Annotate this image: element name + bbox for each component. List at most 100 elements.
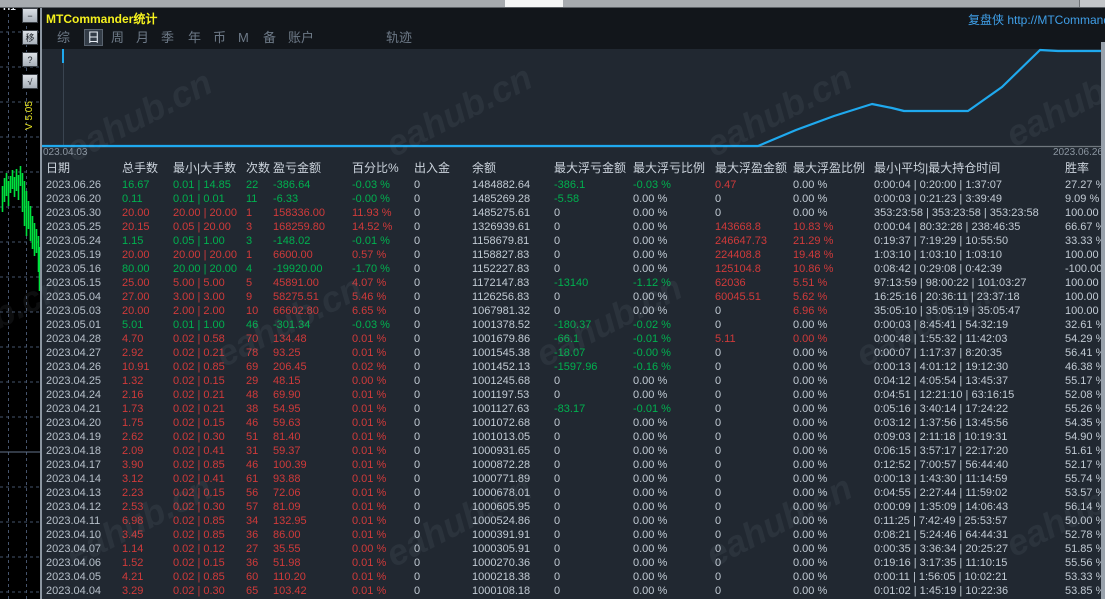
cell: 158336.00	[273, 207, 325, 219]
cell: 1001378.52	[472, 319, 531, 331]
cell-date: 2023.06.20	[46, 193, 102, 205]
cell: 1001013.05	[472, 431, 531, 443]
menu-item-4[interactable]: 月	[136, 30, 150, 45]
table-row[interactable]: 2023.04.06 1.52 0.02 | 0.15 36 51.98 0.01 % 0 1…	[46, 556, 1105, 570]
cell: 0.00 %	[793, 585, 828, 597]
menu-item-2[interactable]: 日	[84, 29, 104, 46]
help-button[interactable]: ?	[22, 52, 38, 67]
cell: 4	[246, 263, 253, 275]
cell: 93.25	[273, 347, 301, 359]
table-row[interactable]: 2023.04.05 4.21 0.02 | 0.85 60 110.20 0.01 % 0…	[46, 570, 1105, 584]
cell: -0.01 %	[633, 333, 671, 345]
cell: 51.85 %	[1065, 543, 1105, 555]
cell: 3	[246, 221, 253, 233]
menu-item-1[interactable]: 综	[57, 30, 71, 45]
cell: 0.01 %	[352, 431, 387, 443]
menu-item-10[interactable]: 账户	[288, 30, 315, 45]
table-row[interactable]: 2023.04.10 3.45 0.02 | 0.85 36 86.00 0.01 % 0 1…	[46, 528, 1105, 542]
cell: 0	[414, 249, 421, 261]
menu-item-9[interactable]: 备	[263, 30, 277, 45]
cell: 0	[715, 305, 722, 317]
menu-item-8[interactable]: M	[238, 30, 249, 45]
table-row[interactable]: 2023.04.07 1.14 0.02 | 0.12 27 35.55 0.00 % 0 1…	[46, 542, 1105, 556]
table-row[interactable]: 2023.04.17 3.90 0.02 | 0.85 46 100.39 0.01 % 0…	[46, 458, 1105, 472]
table-row[interactable]: 2023.04.04 3.29 0.02 | 0.30 65 103.42 0.01 % 0…	[46, 584, 1105, 598]
background-chart-strip	[0, 7, 40, 599]
cell: 54.35 %	[1065, 417, 1105, 429]
cell: 3.90	[122, 459, 144, 471]
cell: -0.01 %	[633, 403, 671, 415]
cell: 0.00 %	[793, 319, 828, 331]
menu-item-7[interactable]: 币	[213, 30, 227, 45]
cell: 53.85 %	[1065, 585, 1105, 597]
cell: 0	[715, 389, 722, 401]
cell: -301.34	[273, 319, 311, 331]
cell: 52.17 %	[1065, 459, 1105, 471]
table-row[interactable]: 2023.05.01 5.01 0.01 | 1.00 46 -301.34 -0.03 …	[46, 318, 1105, 332]
cell: 2.09	[122, 445, 144, 457]
table-row[interactable]: 2023.04.11 6.98 0.02 | 0.85 34 132.95 0.01 % 0…	[46, 514, 1105, 528]
cell: 27.27 %	[1065, 179, 1105, 191]
table-row[interactable]: 2023.05.24 1.15 0.05 | 1.00 3 -148.02 -0.01 %…	[46, 234, 1105, 248]
cell: -1597.96	[554, 361, 598, 373]
menu-item-6[interactable]: 年	[188, 30, 202, 45]
table-row[interactable]: 2023.05.04 27.00 3.00 | 3.00 9 58275.51 5.46 …	[46, 290, 1105, 304]
cell: 0:19:16 | 3:17:35 | 11:10:15	[874, 557, 1008, 569]
table-row[interactable]: 2023.04.24 2.16 0.02 | 0.21 48 69.90 0.01 % 0 1…	[46, 388, 1105, 402]
cell: 0.02 | 0.85	[173, 571, 225, 583]
cell: 3.29	[122, 585, 144, 597]
cell: 0	[414, 179, 421, 191]
cell: 5.51 %	[793, 277, 828, 289]
table-row[interactable]: 2023.04.25 1.32 0.02 | 0.15 29 48.15 0.00 % 0 1…	[46, 374, 1105, 388]
cell: 1001452.13	[472, 361, 531, 373]
table-row[interactable]: 2023.05.19 20.00 20.00 | 20.00 1 6600.00 0.57…	[46, 248, 1105, 262]
cell: 0	[414, 263, 421, 275]
table-row[interactable]: 2023.06.20 0.11 0.01 | 0.01 11 -6.33 -0.00 % 0…	[46, 192, 1105, 206]
table-row[interactable]: 2023.05.30 20.00 20.00 | 20.00 1 158336.00 11…	[46, 206, 1105, 220]
cell-date: 2023.05.16	[46, 263, 102, 275]
table-row[interactable]: 2023.05.03 20.00 2.00 | 2.00 10 66602.80 6.65…	[46, 304, 1105, 318]
menu-item-11[interactable]: 轨迹	[386, 30, 413, 45]
cell: 0:01:02 | 1:45:19 | 10:22:36	[874, 585, 1009, 597]
cell: 1000678.01	[472, 487, 531, 499]
minimize-button[interactable]: −	[22, 8, 38, 23]
table-row[interactable]: 2023.05.15 25.00 5.00 | 5.00 5 45891.00 4.07 …	[46, 276, 1105, 290]
menu-item-3[interactable]: 周	[111, 30, 125, 45]
table-row[interactable]: 2023.05.16 80.00 20.00 | 20.00 4 -19920.00 -1…	[46, 262, 1105, 276]
table-row[interactable]: 2023.04.27 2.92 0.02 | 0.21 78 93.25 0.01 % 0 1…	[46, 346, 1105, 360]
confirm-button[interactable]: √	[22, 74, 38, 89]
cell: 1000218.38	[472, 571, 531, 583]
move-button[interactable]: 移	[22, 30, 38, 45]
cell: 0	[414, 305, 421, 317]
cell: 3.00 | 3.00	[173, 291, 225, 303]
cell: 0.00 %	[633, 557, 668, 569]
cell: 0.00 %	[633, 445, 668, 457]
table-row[interactable]: 2023.04.13 2.23 0.02 | 0.15 56 72.06 0.01 % 0 1…	[46, 486, 1105, 500]
table-row[interactable]: 2023.05.25 20.15 0.05 | 20.00 3 168259.80 14.…	[46, 220, 1105, 234]
table-row[interactable]: 2023.04.28 4.70 0.02 | 0.58 70 134.48 0.01 % 0…	[46, 332, 1105, 346]
cell: 0.47	[715, 179, 737, 191]
cell: 0.00 %	[633, 543, 668, 555]
link-url[interactable]: 复盘侠 http://MTCommande	[968, 13, 1105, 27]
menu-item-5[interactable]: 季	[161, 30, 175, 45]
cell: 20.00	[122, 249, 150, 261]
cell: 0.02 | 0.30	[173, 431, 225, 443]
cell: 0.02 | 0.21	[173, 389, 225, 401]
cell: 0	[414, 375, 421, 387]
cell: 78	[246, 347, 259, 359]
cell: 0.02 | 0.15	[173, 487, 225, 499]
cell: 66.67 %	[1065, 221, 1105, 233]
cell: 0	[554, 389, 561, 401]
table-row[interactable]: 2023.04.26 10.91 0.02 | 0.85 69 206.45 0.02 %…	[46, 360, 1105, 374]
cell: 100.00 %	[1065, 305, 1105, 317]
table-row[interactable]: 2023.04.18 2.09 0.02 | 0.41 31 59.37 0.01 % 0 1…	[46, 444, 1105, 458]
table-row[interactable]: 2023.04.14 3.12 0.02 | 0.41 61 93.88 0.01 % 0 1…	[46, 472, 1105, 486]
table-row[interactable]: 2023.04.20 1.75 0.02 | 0.15 46 59.63 0.01 % 0 1…	[46, 416, 1105, 430]
table-row[interactable]: 2023.06.26 16.67 0.01 | 14.85 22 -386.64 -0.0…	[46, 178, 1105, 192]
cell: -6.33	[273, 193, 299, 205]
table-row[interactable]: 2023.04.19 2.62 0.02 | 0.30 51 81.40 0.01 % 0 1…	[46, 430, 1105, 444]
cell: 0.00 %	[633, 193, 668, 205]
table-row[interactable]: 2023.04.21 1.73 0.02 | 0.21 38 54.95 0.01 % 0 1…	[46, 402, 1105, 416]
cell: 103.42	[273, 585, 307, 597]
table-row[interactable]: 2023.04.12 2.53 0.02 | 0.30 57 81.09 0.01 % 0 1…	[46, 500, 1105, 514]
